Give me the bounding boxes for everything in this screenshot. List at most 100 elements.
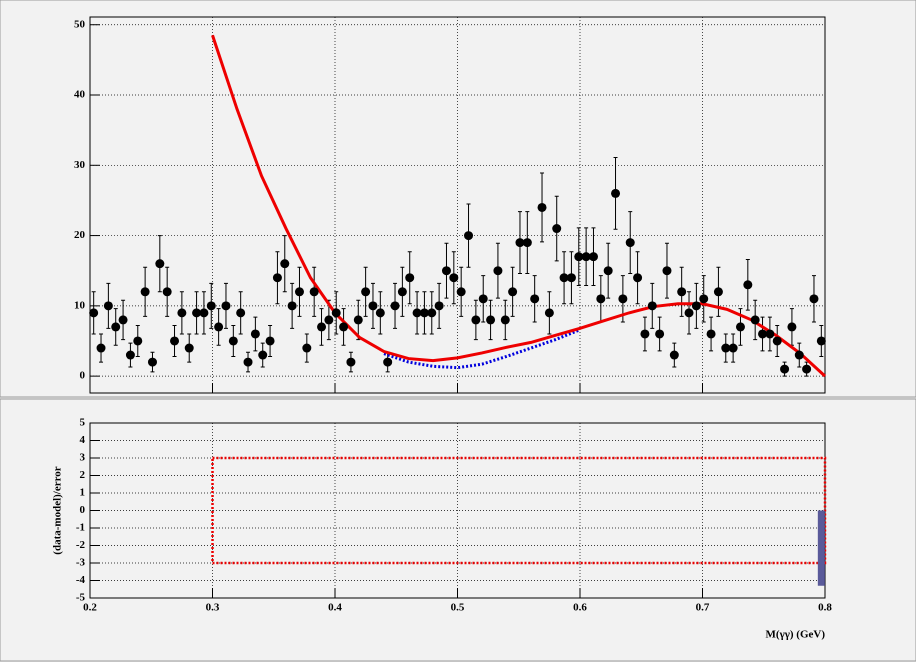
y-tick-label: 1 (80, 487, 86, 499)
y-tick-label: 30 (74, 159, 86, 171)
data-point (324, 315, 334, 325)
y-tick-label: 2 (80, 469, 86, 481)
data-point (559, 273, 569, 283)
data-point (147, 357, 157, 367)
data-point (272, 273, 282, 283)
data-point (89, 308, 99, 318)
data-point (493, 266, 503, 276)
data-point (441, 266, 451, 276)
y-axis-title: (data-model)/error (52, 466, 64, 554)
data-point (243, 357, 253, 367)
y-tick-label: -4 (76, 574, 86, 586)
x-tick-label: 0.8 (818, 602, 832, 614)
data-point (574, 252, 584, 262)
y-tick-label: 0 (80, 504, 86, 516)
data-point (706, 329, 716, 339)
data-point (397, 287, 407, 297)
data-point (155, 259, 165, 269)
data-point (735, 322, 745, 332)
data-point (456, 287, 466, 297)
data-point (530, 294, 540, 304)
data-point (390, 301, 400, 311)
residual-bar (817, 510, 825, 586)
data-point (103, 301, 113, 311)
data-point (346, 357, 356, 367)
data-point (236, 308, 246, 318)
data-point (309, 287, 319, 297)
data-point (140, 287, 150, 297)
data-point (375, 308, 385, 318)
y-tick-label: -5 (76, 592, 86, 604)
data-point (118, 315, 128, 325)
data-point (611, 188, 621, 198)
data-point (552, 224, 562, 234)
y-tick-label: -1 (76, 522, 85, 534)
data-point (750, 315, 760, 325)
x-tick-label: 0.4 (328, 602, 342, 614)
data-point (111, 322, 121, 332)
y-tick-label: 3 (80, 452, 86, 464)
data-point (522, 238, 532, 248)
data-point (669, 350, 679, 360)
fit-curve (211, 34, 827, 378)
data-point (170, 336, 180, 346)
data-point (302, 343, 312, 353)
data-point (265, 336, 275, 346)
x-tick-label: 0.5 (451, 602, 465, 614)
data-point (317, 322, 327, 332)
data-point (691, 301, 701, 311)
data-point (228, 336, 238, 346)
y-tick-label: 10 (74, 299, 86, 311)
data-point (625, 238, 635, 248)
frame (89, 16, 826, 394)
fit-curve (383, 328, 581, 370)
data-point (743, 280, 753, 290)
data-point (794, 350, 804, 360)
x-tick-label: 0.6 (573, 602, 587, 614)
x-tick-label: 0.2 (83, 602, 97, 614)
y-tick-label: 5 (80, 417, 86, 429)
data-point (677, 287, 687, 297)
data-point (699, 294, 709, 304)
data-point (566, 273, 576, 283)
x-axis-title: M(γγ) (GeV) (766, 629, 826, 641)
data-point (214, 322, 224, 332)
data-point (199, 308, 209, 318)
data-point (412, 308, 422, 318)
data-point (258, 350, 268, 360)
data-point (427, 308, 437, 318)
data-point (596, 294, 606, 304)
data-point (133, 336, 143, 346)
data-point (633, 273, 643, 283)
data-point (780, 364, 790, 374)
data-point (287, 301, 297, 311)
data-point (125, 350, 135, 360)
range-box (211, 456, 827, 565)
data-point (486, 315, 496, 325)
data-point (361, 287, 371, 297)
data-point (339, 322, 349, 332)
data-point (581, 252, 591, 262)
data-point (588, 252, 598, 262)
data-point (662, 266, 672, 276)
x-tick-label: 0.7 (696, 602, 710, 614)
data-point (478, 294, 488, 304)
data-point (655, 329, 665, 339)
data-point (471, 315, 481, 325)
data-point (721, 343, 731, 353)
data-point (449, 273, 459, 283)
data-point (515, 238, 525, 248)
data-point (434, 301, 444, 311)
y-tick-label: -3 (76, 557, 86, 569)
data-point (728, 343, 738, 353)
data-point (787, 322, 797, 332)
data-point (353, 315, 363, 325)
data-point (544, 308, 554, 318)
data-point (192, 308, 202, 318)
data-point (802, 364, 812, 374)
data-point (250, 329, 260, 339)
data-point (96, 343, 106, 353)
x-tick-label: 0.3 (206, 602, 220, 614)
